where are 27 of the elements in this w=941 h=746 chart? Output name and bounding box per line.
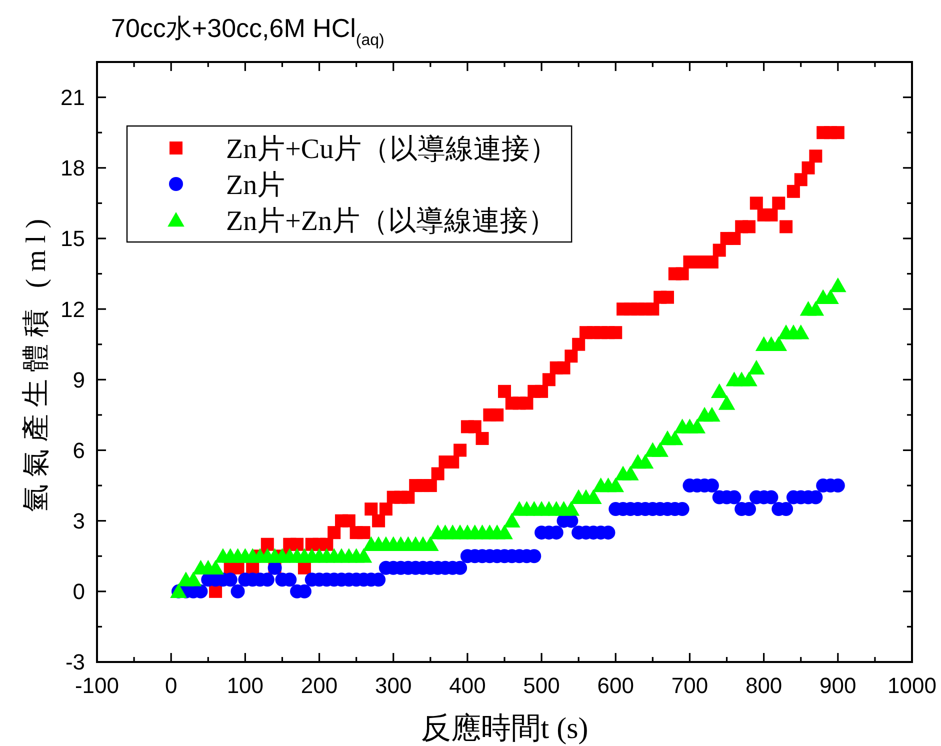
x-tick-label: 100	[226, 673, 264, 698]
x-tick-label: 1000	[888, 673, 936, 698]
y-tick-label: 0	[72, 579, 85, 604]
chart-title: 70cc水+30cc,6M HCl$_{(aq)}$	[111, 13, 384, 49]
y-tick-label: 18	[60, 156, 85, 181]
y-tick-label: 3	[72, 508, 85, 534]
x-tick-label: -100	[74, 673, 120, 698]
x-tick-label: 400	[449, 673, 486, 698]
x-tick-label: 700	[671, 673, 708, 698]
x-tick-label: 800	[745, 673, 782, 698]
y-axis-title: 氫氣產生體積 (ml)	[20, 212, 52, 512]
x-tick-label: 0	[164, 673, 178, 698]
y-tick-label: 12	[60, 296, 85, 322]
x-tick-label: 200	[300, 673, 338, 698]
x-tick-label: 600	[597, 673, 634, 698]
y-tick-label: -3	[65, 650, 85, 675]
legend-label: Zn片	[226, 170, 286, 201]
legend-label: Zn片+Zn片（以導線連接）	[226, 206, 556, 237]
y-tick-label: 6	[72, 438, 85, 463]
legend-label: Zn片+Cu片（以導線連接）	[226, 134, 558, 165]
x-tick-label: 500	[523, 673, 560, 698]
x-tick-label: 900	[820, 673, 856, 698]
y-tick-label: 15	[60, 226, 85, 252]
x-axis-title: 反應時間t (s)	[420, 712, 588, 745]
x-tick-label: 300	[375, 673, 412, 698]
y-tick-label: 21	[60, 84, 85, 110]
y-tick-label: 9	[72, 367, 85, 392]
